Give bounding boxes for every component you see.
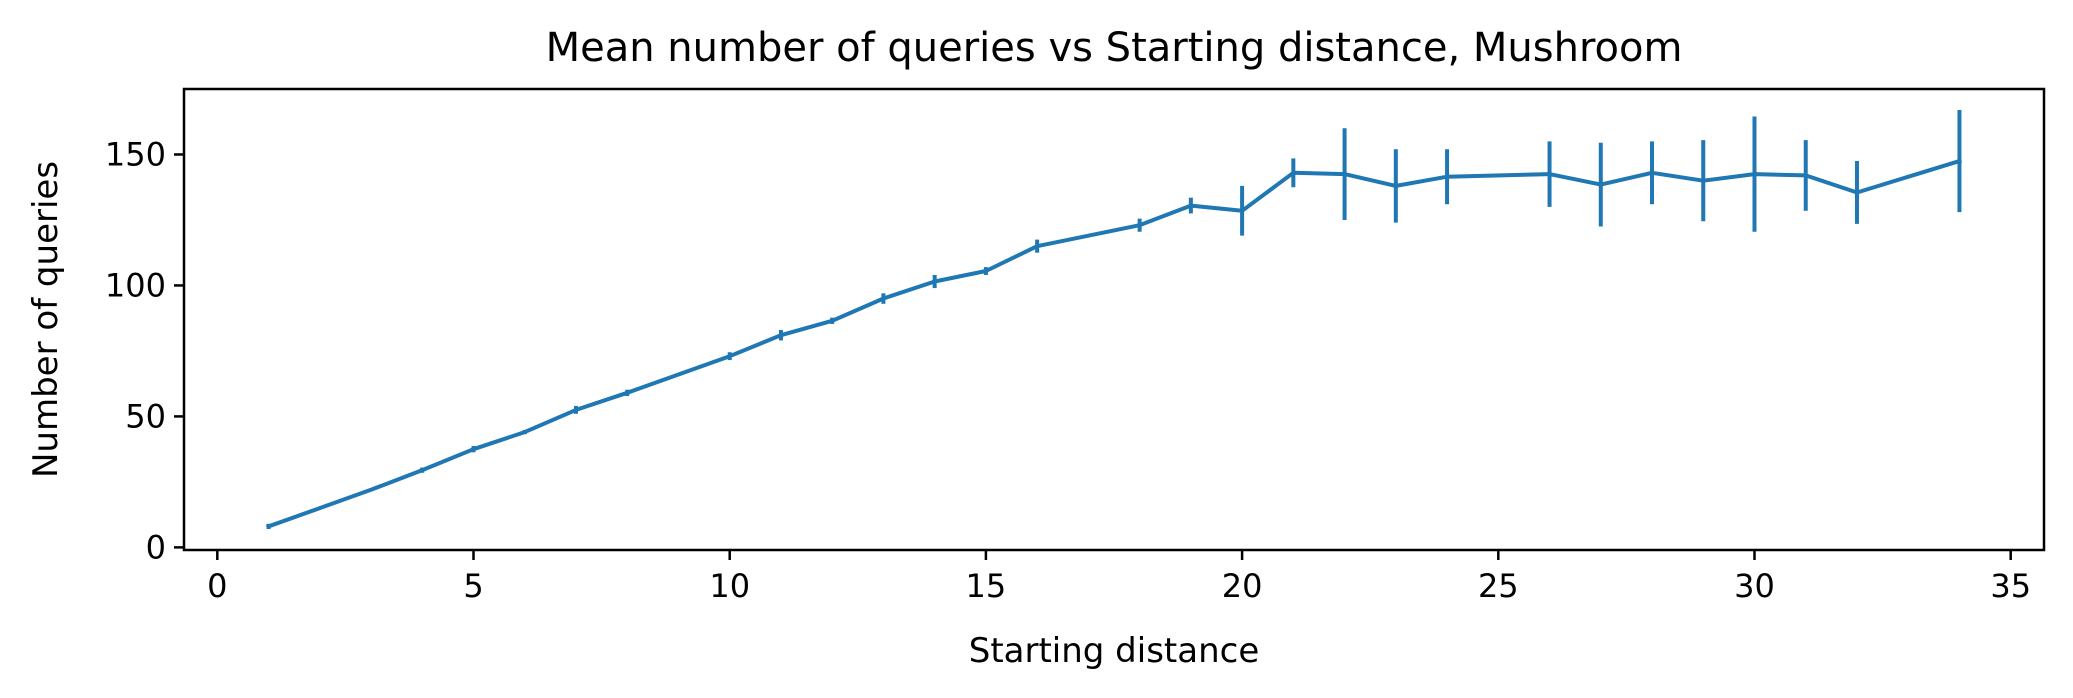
plot-area [182,87,2046,552]
plot-frame [182,87,2046,552]
x-tick-label: 15 [966,567,1007,605]
y-tick-label: 0 [146,528,166,566]
y-axis: 0 50 100 150 [105,135,184,566]
y-tick-label: 100 [105,266,166,304]
x-tick-label: 0 [207,567,227,605]
x-tick-label: 10 [709,567,750,605]
x-axis: 0 5 10 15 20 25 30 35 [207,550,2031,605]
chart-title: Mean number of queries vs Starting dista… [546,25,1683,71]
x-tick-label: 25 [1478,567,1519,605]
series-layer [265,109,1962,530]
y-axis-label: Number of queries [26,161,66,478]
series-line [265,158,1962,529]
x-tick-label: 20 [1222,567,1263,605]
x-axis-label: Starting distance [969,631,1260,671]
x-tick-label: 35 [1990,567,2031,605]
x-tick-label: 5 [463,567,483,605]
y-tick-label: 150 [105,135,166,173]
x-tick-label: 30 [1734,567,1775,605]
y-tick-label: 50 [125,397,166,435]
